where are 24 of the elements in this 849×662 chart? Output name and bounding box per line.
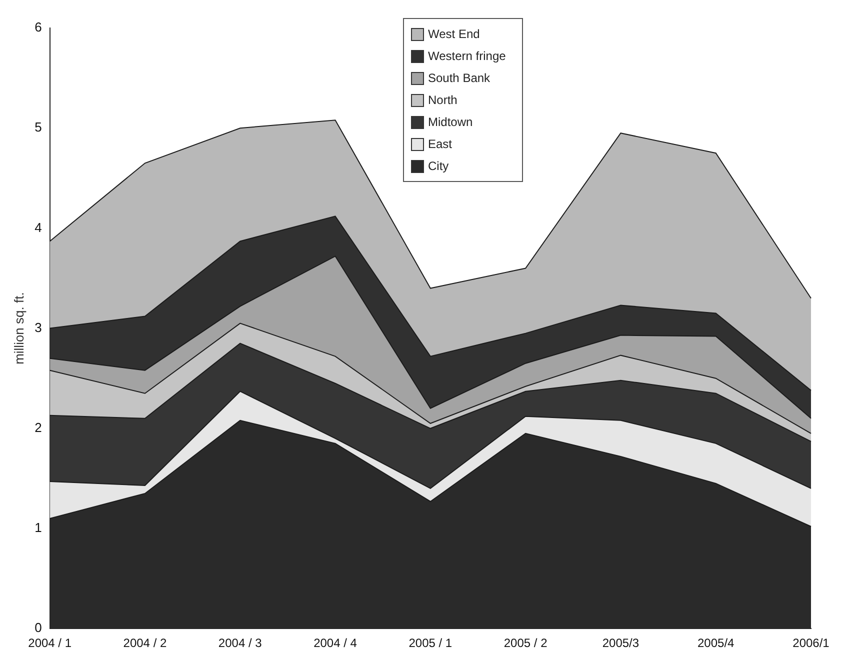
- legend-label: South Bank: [428, 70, 490, 87]
- legend-label: City: [428, 158, 449, 175]
- y-tick-label: 6: [34, 20, 42, 35]
- x-tick-label: 2006/1: [792, 636, 830, 650]
- x-tick-label: 2004 / 4: [314, 636, 358, 650]
- x-tick-label: 2005 / 1: [408, 636, 452, 650]
- y-tick-label: 4: [34, 220, 42, 235]
- x-tick-label: 2005/3: [602, 636, 640, 650]
- x-tick-label: 2004 / 2: [123, 636, 167, 650]
- legend-label: Midtown: [428, 114, 473, 131]
- y-tick-label: 2: [34, 420, 42, 435]
- x-tick-label: 2005 / 2: [504, 636, 548, 650]
- y-tick-label: 3: [34, 320, 42, 335]
- legend-label: North: [428, 92, 458, 109]
- legend-label: West End: [428, 26, 480, 43]
- legend-label: East: [428, 136, 452, 153]
- y-tick-label: 1: [34, 520, 42, 536]
- y-tick-label: 5: [34, 120, 42, 135]
- legend-label: Western fringe: [428, 48, 506, 65]
- x-tick-label: 2004 / 1: [28, 636, 72, 650]
- y-axis-title: million sq. ft.: [11, 292, 26, 364]
- x-tick-label: 2004 / 3: [218, 636, 262, 650]
- y-tick-label: 0: [34, 620, 42, 636]
- x-tick-label: 2005/4: [698, 636, 735, 650]
